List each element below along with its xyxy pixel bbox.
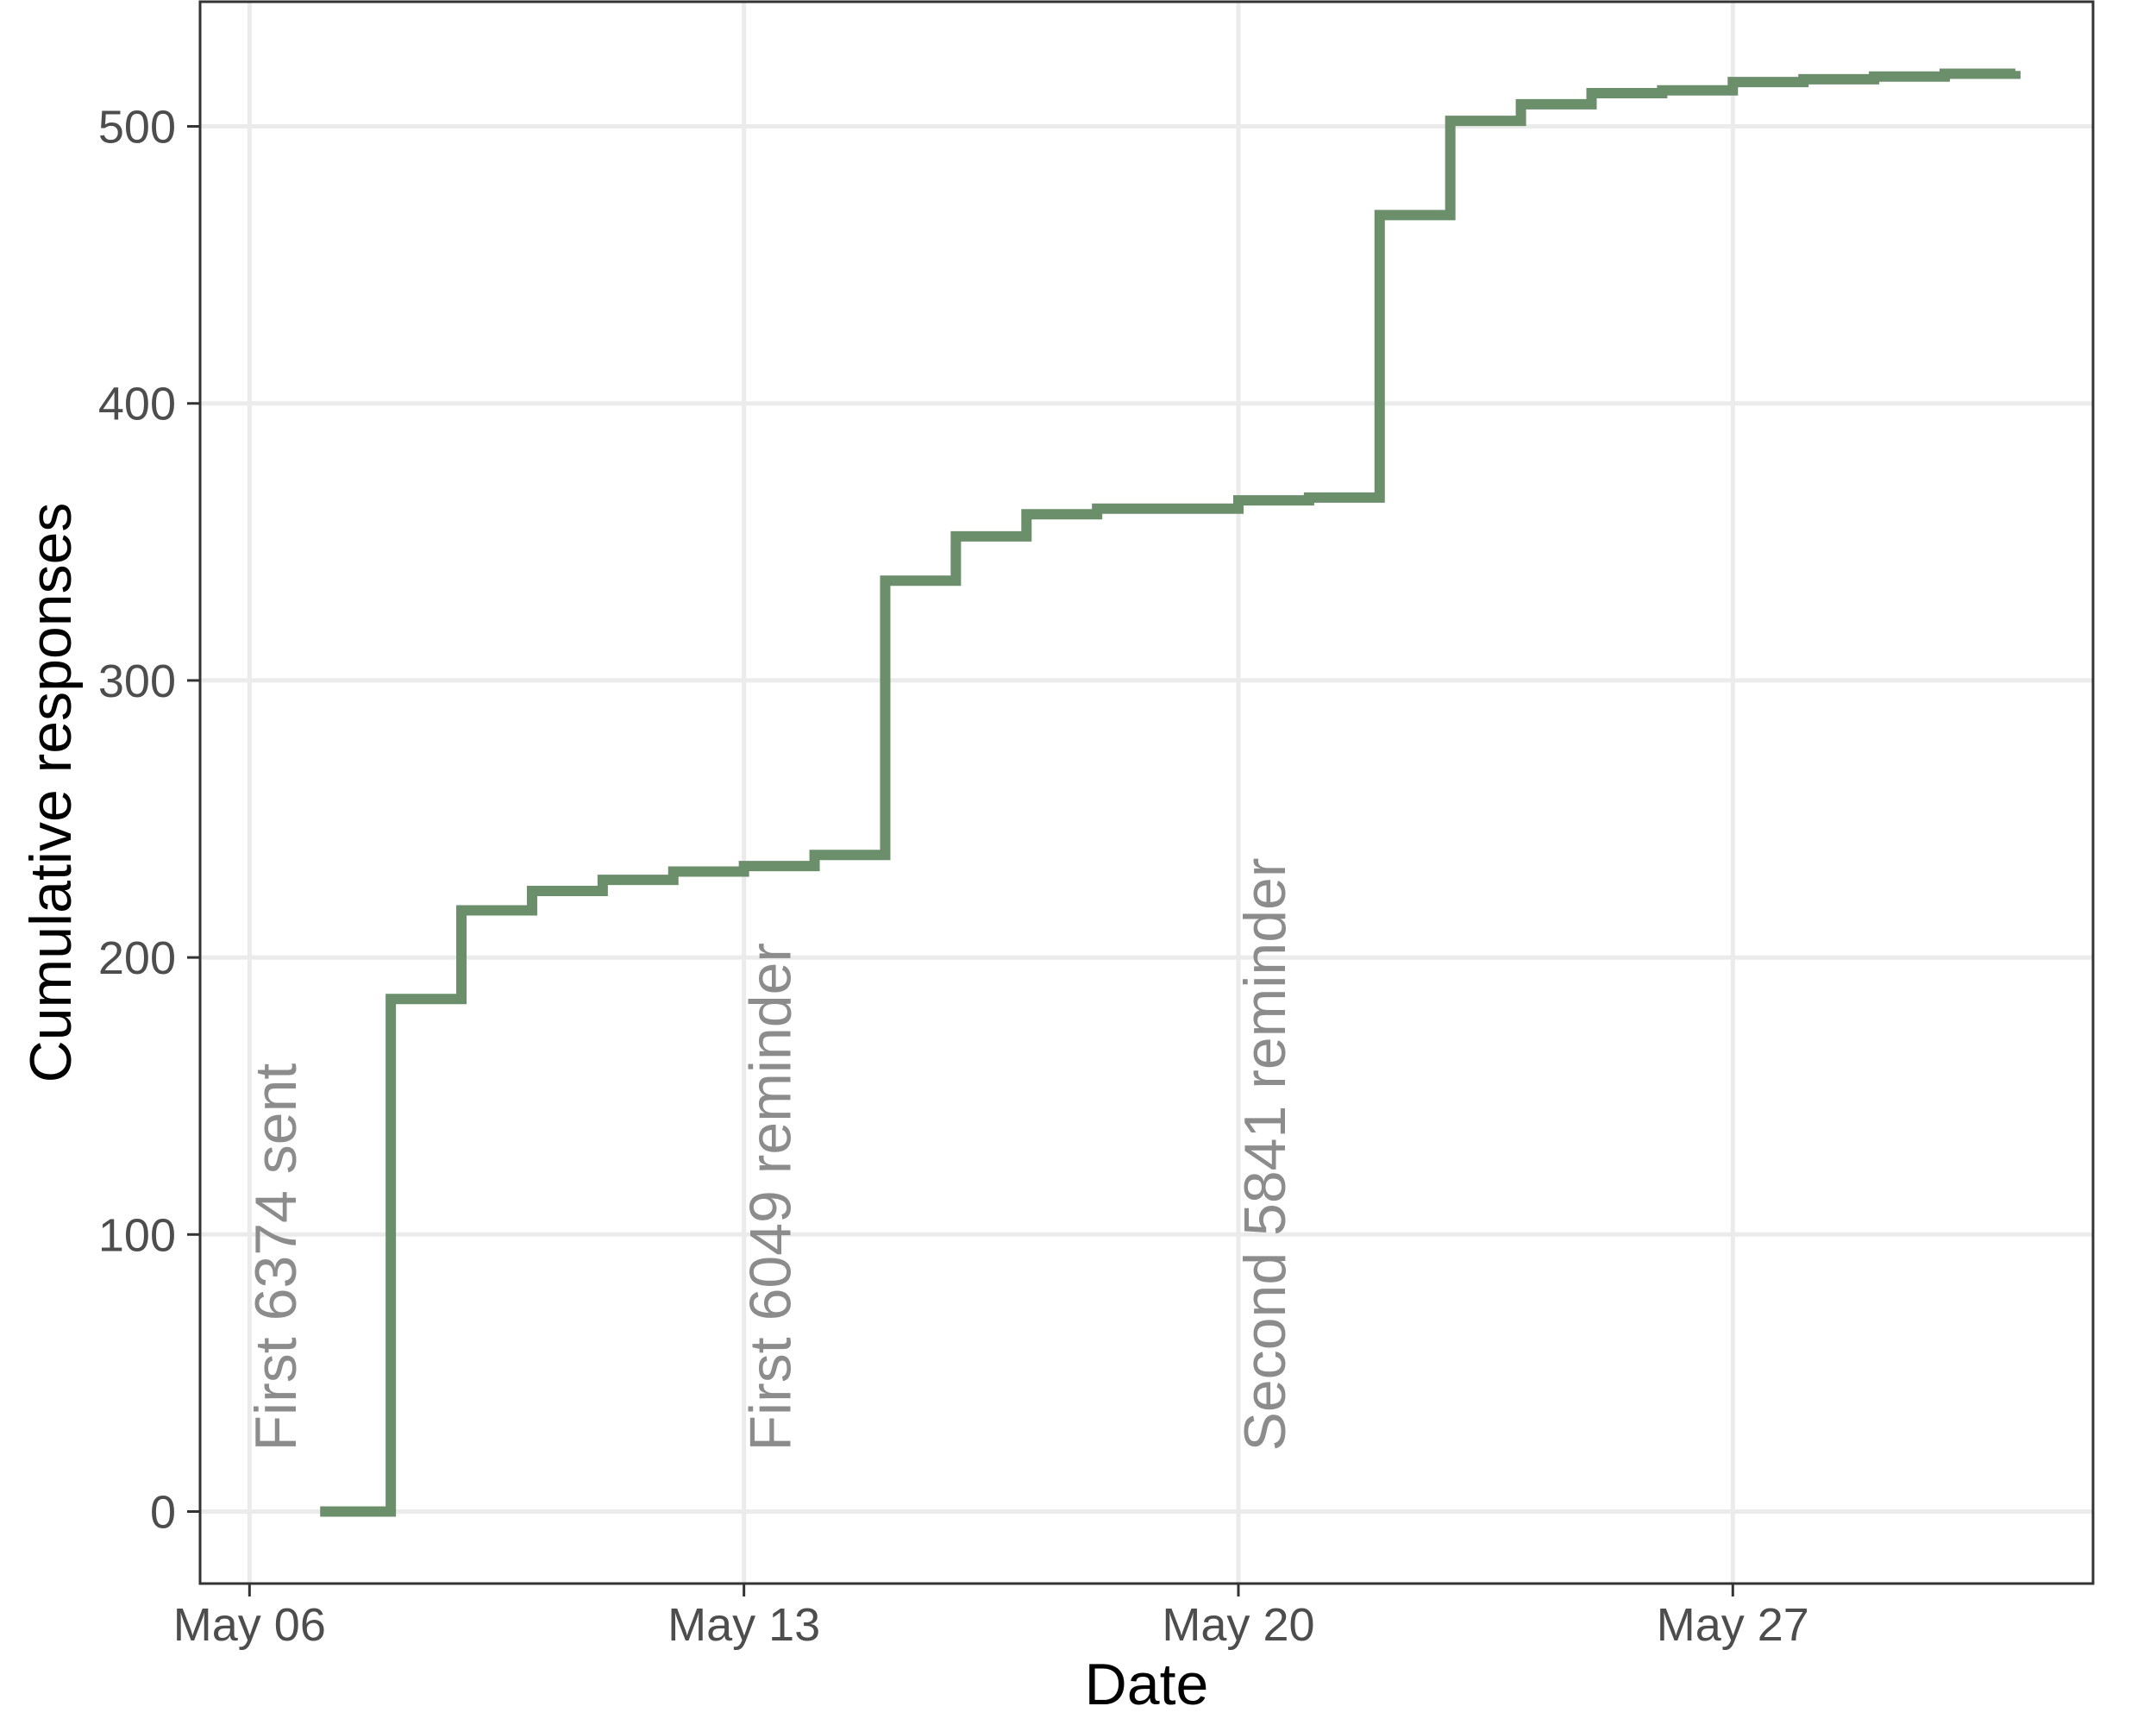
x-tick-label: May 06 [173, 1599, 326, 1651]
y-tick-label: 300 [98, 656, 176, 707]
gridlines [200, 2, 2093, 1584]
y-axis-title: Cumulative responses [18, 503, 84, 1083]
y-tick-label: 200 [98, 932, 176, 984]
series [320, 68, 2021, 1517]
y-tick-label: 100 [98, 1209, 176, 1261]
axes: 0 100 200 300 400 500 May 06 May 13 May 20 May 27 [98, 102, 1809, 1651]
event-annotation: Second 5841 reminder [1232, 857, 1298, 1451]
cumulative-responses-line [320, 68, 2021, 1517]
y-tick-label: 500 [98, 102, 176, 154]
y-tick-label: 400 [98, 379, 176, 430]
panel-border [198, 0, 2095, 1585]
x-tick-label: May 20 [1162, 1599, 1314, 1651]
event-annotation: First 6374 sent [243, 1063, 309, 1452]
x-tick-label: May 13 [667, 1599, 820, 1651]
annotations: First 6374 sent First 6049 reminder Second… [243, 857, 1298, 1451]
y-tick-label: 0 [150, 1486, 176, 1538]
x-tick-label: May 27 [1657, 1599, 1809, 1651]
event-annotation: First 6049 reminder [738, 943, 804, 1452]
x-axis-title: Date [1085, 1652, 1209, 1717]
